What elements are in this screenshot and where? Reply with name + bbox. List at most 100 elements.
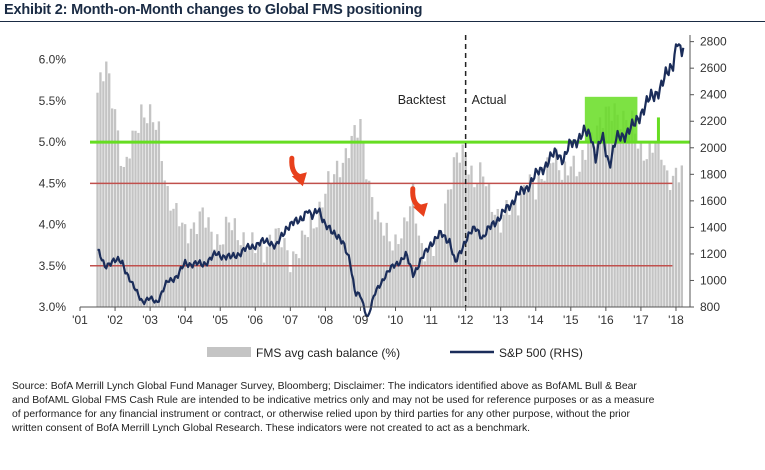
cash-bar bbox=[119, 165, 123, 307]
cash-bar bbox=[157, 121, 161, 308]
cash-bar bbox=[169, 210, 172, 307]
cash-bar bbox=[186, 243, 190, 307]
y-right-tick-label: 800 bbox=[700, 300, 720, 314]
cash-bar bbox=[382, 235, 385, 307]
cash-bar bbox=[309, 216, 312, 307]
legend-cash-swatch bbox=[207, 347, 251, 357]
cash-bar bbox=[189, 228, 193, 307]
cash-bar bbox=[166, 186, 169, 307]
cash-bar bbox=[102, 81, 105, 307]
source-note: Source: BofA Merrill Lynch Global Fund M… bbox=[12, 380, 752, 436]
cash-bar bbox=[537, 176, 540, 307]
cash-bar bbox=[511, 202, 514, 307]
cash-bar bbox=[400, 238, 403, 307]
cash-bar bbox=[473, 187, 476, 307]
y-right-tick-label: 2200 bbox=[700, 114, 727, 128]
cash-bar bbox=[560, 179, 564, 307]
cash-bar bbox=[333, 174, 336, 307]
cash-bar bbox=[175, 203, 178, 307]
cash-bar bbox=[163, 180, 166, 307]
cash-bar bbox=[297, 258, 301, 307]
cash-bar bbox=[341, 162, 345, 307]
chart-title: Exhibit 2: Month-on-Month changes to Glo… bbox=[4, 2, 423, 18]
red-arrow bbox=[410, 186, 428, 217]
cash-bar bbox=[563, 161, 567, 307]
cash-bar bbox=[435, 236, 438, 307]
legend-spx-label: S&P 500 (RHS) bbox=[499, 346, 583, 360]
cash-bar bbox=[575, 176, 578, 307]
source-line-4: written consent of BofA Merrill Lynch Gl… bbox=[12, 423, 531, 434]
y-right-tick-label: 1000 bbox=[700, 273, 727, 287]
cash-bar bbox=[379, 222, 383, 307]
x-tick-label: '16 bbox=[598, 313, 614, 327]
x-tick-label: '10 bbox=[388, 313, 404, 327]
cash-bar bbox=[239, 245, 242, 307]
cash-bar bbox=[385, 222, 388, 307]
cash-bar bbox=[408, 206, 412, 307]
cash-bar bbox=[236, 240, 239, 307]
cash-bar bbox=[221, 244, 225, 307]
spx-line-group bbox=[97, 43, 685, 318]
x-tick-label: '12 bbox=[458, 313, 474, 327]
x-tick-label: '05 bbox=[212, 313, 228, 327]
cash-bar bbox=[286, 250, 289, 307]
cash-bar bbox=[601, 127, 605, 308]
divider-group: Backtest Actual bbox=[398, 35, 506, 307]
cash-bar bbox=[458, 162, 461, 307]
y-right-tick-label: 2400 bbox=[700, 88, 727, 102]
cash-bar bbox=[394, 234, 397, 307]
y-left-tick-label: 3.0% bbox=[39, 300, 67, 314]
cash-bar bbox=[555, 148, 558, 307]
cash-bar bbox=[610, 120, 613, 307]
cash-bar bbox=[151, 122, 155, 307]
cash-bar bbox=[622, 110, 625, 308]
cash-bar bbox=[195, 234, 199, 307]
y-left-tick-label: 3.5% bbox=[39, 259, 67, 273]
x-tick-label: '03 bbox=[142, 313, 158, 327]
cash-bar bbox=[403, 217, 406, 307]
y-right-tick-label: 1800 bbox=[700, 167, 727, 181]
cash-bar bbox=[660, 159, 663, 307]
cash-bar bbox=[233, 218, 237, 307]
y-left-tick-label: 5.0% bbox=[39, 135, 67, 149]
cash-bar bbox=[283, 238, 286, 307]
cash-bar bbox=[642, 160, 646, 307]
cash-bar bbox=[230, 230, 234, 307]
cash-bar bbox=[452, 157, 456, 307]
cash-bar bbox=[131, 130, 134, 307]
cash-bar bbox=[613, 103, 616, 307]
y-right-tick-label: 2600 bbox=[700, 61, 727, 75]
cash-bar bbox=[306, 237, 310, 307]
cash-bar bbox=[274, 228, 277, 307]
cash-bar bbox=[251, 232, 254, 307]
cash-bar bbox=[633, 133, 637, 307]
cash-bar bbox=[593, 146, 596, 307]
x-tick-label: '02 bbox=[107, 313, 123, 327]
cash-bar bbox=[668, 190, 672, 307]
cash-bar bbox=[376, 211, 380, 307]
cash-bar bbox=[227, 222, 231, 307]
cash-bar bbox=[397, 244, 400, 307]
cash-bar bbox=[271, 244, 274, 307]
y-left-tick-label: 4.5% bbox=[39, 176, 67, 190]
cash-bar bbox=[406, 221, 409, 307]
cash-bar bbox=[598, 117, 602, 307]
x-tick-label: '15 bbox=[563, 313, 579, 327]
cash-bar bbox=[122, 166, 125, 307]
cash-bar bbox=[625, 120, 628, 307]
cash-bar bbox=[113, 109, 117, 307]
cash-bar bbox=[370, 197, 374, 307]
cash-bar bbox=[432, 256, 435, 307]
cash-bar bbox=[476, 184, 479, 307]
y-right-tick-label: 1200 bbox=[700, 247, 727, 261]
red-arrow-shaft bbox=[410, 186, 423, 210]
cash-bar bbox=[584, 159, 587, 307]
x-tick-label: '08 bbox=[318, 313, 334, 327]
cash-bar bbox=[429, 244, 432, 307]
red-arrow-shaft bbox=[289, 155, 302, 179]
cash-bar bbox=[259, 240, 263, 307]
cash-bar bbox=[490, 211, 494, 307]
title-rule bbox=[0, 21, 765, 22]
cash-bar bbox=[143, 117, 146, 308]
cash-bar bbox=[484, 186, 488, 307]
